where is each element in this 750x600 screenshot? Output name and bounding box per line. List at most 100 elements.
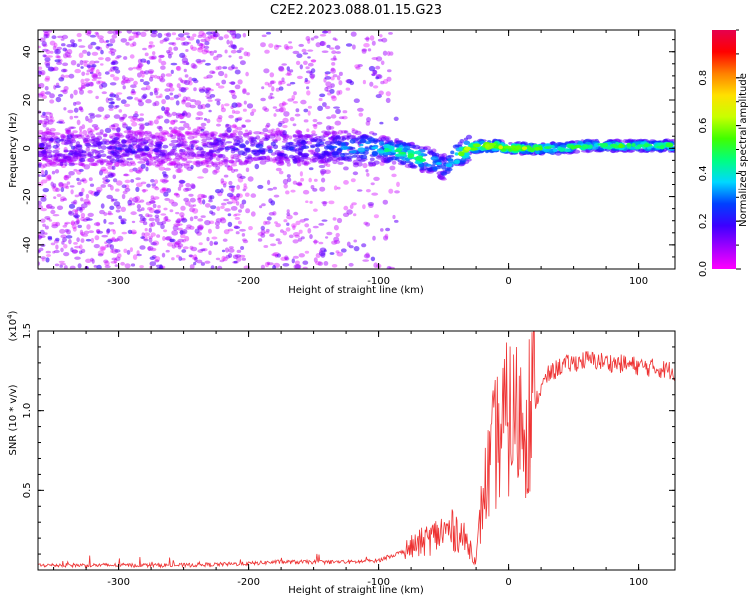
heatmap-cell [202, 144, 209, 148]
heatmap-cell [190, 62, 196, 69]
heatmap-cell [307, 105, 312, 109]
heatmap-cell [236, 193, 241, 197]
heatmap-cell [158, 55, 165, 59]
heatmap-cell [152, 102, 157, 107]
heatmap-cell [40, 196, 47, 202]
heatmap-cell [123, 173, 130, 177]
heatmap-cell [330, 57, 338, 61]
heatmap-cell [230, 49, 237, 54]
heatmap-cell [236, 49, 242, 54]
heatmap-cell [147, 69, 155, 74]
heatmap-cell [90, 144, 98, 148]
heatmap-cell [244, 159, 254, 163]
heatmap-cell [296, 161, 302, 167]
heatmap-cell [364, 141, 371, 145]
heatmap-cell [181, 57, 189, 63]
heatmap-cell [183, 32, 190, 36]
heatmap-cell [265, 220, 271, 225]
heatmap-cell [277, 241, 282, 245]
heatmap-cell [167, 132, 173, 138]
heatmap-cell [61, 68, 67, 73]
heatmap-cell [42, 54, 47, 58]
heatmap-cell [315, 261, 322, 266]
heatmap-cell [269, 72, 275, 78]
heatmap-cell [391, 173, 397, 178]
heatmap-cell [348, 262, 354, 267]
heatmap-cell [304, 77, 308, 83]
heatmap-cell [378, 90, 384, 96]
heatmap-cell [79, 244, 83, 250]
heatmap-cell [244, 129, 249, 133]
heatmap-cell [140, 70, 144, 73]
heatmap-cell [205, 137, 213, 141]
heatmap-cell [98, 149, 105, 154]
heatmap-cell [229, 30, 237, 36]
heatmap-cell [180, 87, 187, 93]
heatmap-cell [444, 167, 453, 172]
heatmap-cell [234, 110, 241, 115]
heatmap-cell [196, 225, 204, 230]
heatmap-cell [41, 41, 47, 47]
heatmap-cell [143, 130, 152, 135]
heatmap-cell [185, 96, 191, 102]
heatmap-cell [139, 245, 146, 250]
heatmap-cell [180, 79, 184, 83]
heatmap-cell [197, 224, 204, 230]
heatmap-cell [275, 127, 281, 134]
heatmap-cell [80, 212, 86, 218]
heatmap-cell [101, 234, 108, 238]
heatmap-cell [269, 80, 275, 85]
heatmap-cell [648, 140, 655, 145]
heatmap-cell [38, 250, 41, 253]
heatmap-cell [69, 115, 74, 120]
heatmap-cell [303, 60, 308, 65]
heatmap-cell [166, 113, 172, 118]
heatmap-cell [190, 165, 194, 169]
heatmap-cell [251, 108, 257, 113]
heatmap-cell [211, 236, 218, 240]
heatmap-cell [378, 150, 386, 154]
heatmap-cell [99, 129, 104, 134]
heatmap-cell [165, 219, 171, 222]
heatmap-y-tick-label: -20 [22, 188, 33, 204]
heatmap-cell [73, 101, 77, 106]
heatmap-cell [265, 125, 270, 129]
heatmap-cell [186, 62, 190, 66]
heatmap-cell [115, 256, 121, 262]
heatmap-cell [56, 156, 61, 161]
heatmap-cell [292, 255, 299, 259]
heatmap-cell [150, 232, 156, 237]
heatmap-cell [196, 39, 200, 44]
heatmap-cell [327, 30, 332, 34]
heatmap-cell [152, 148, 159, 152]
heatmap-cell [200, 159, 209, 165]
heatmap-cell [208, 220, 215, 225]
heatmap-cell [267, 188, 274, 191]
heatmap-cell [226, 201, 233, 205]
heatmap-cell [366, 172, 370, 177]
heatmap-cell [342, 110, 348, 114]
heatmap-cell [321, 50, 329, 53]
heatmap-cell [144, 52, 149, 57]
heatmap-cell [45, 158, 50, 163]
heatmap-cell [304, 133, 311, 138]
heatmap-cell [50, 154, 57, 158]
heatmap-cell [206, 96, 212, 100]
heatmap-cell [394, 219, 399, 223]
heatmap-cell [331, 264, 338, 268]
heatmap-cell [170, 119, 176, 125]
heatmap-cell [372, 69, 378, 75]
heatmap-cell [44, 225, 49, 230]
heatmap-cell [202, 199, 206, 205]
heatmap-cell [282, 263, 290, 267]
heatmap-cell [379, 121, 384, 125]
heatmap-cell [213, 56, 219, 61]
heatmap-cell [139, 113, 144, 116]
heatmap-cell [135, 186, 140, 192]
heatmap-cell [107, 210, 112, 215]
heatmap-cell [64, 127, 72, 132]
heatmap-cell [125, 79, 131, 84]
heatmap-cell [206, 164, 212, 168]
heatmap-cell [351, 128, 355, 131]
heatmap-cell [63, 142, 70, 146]
